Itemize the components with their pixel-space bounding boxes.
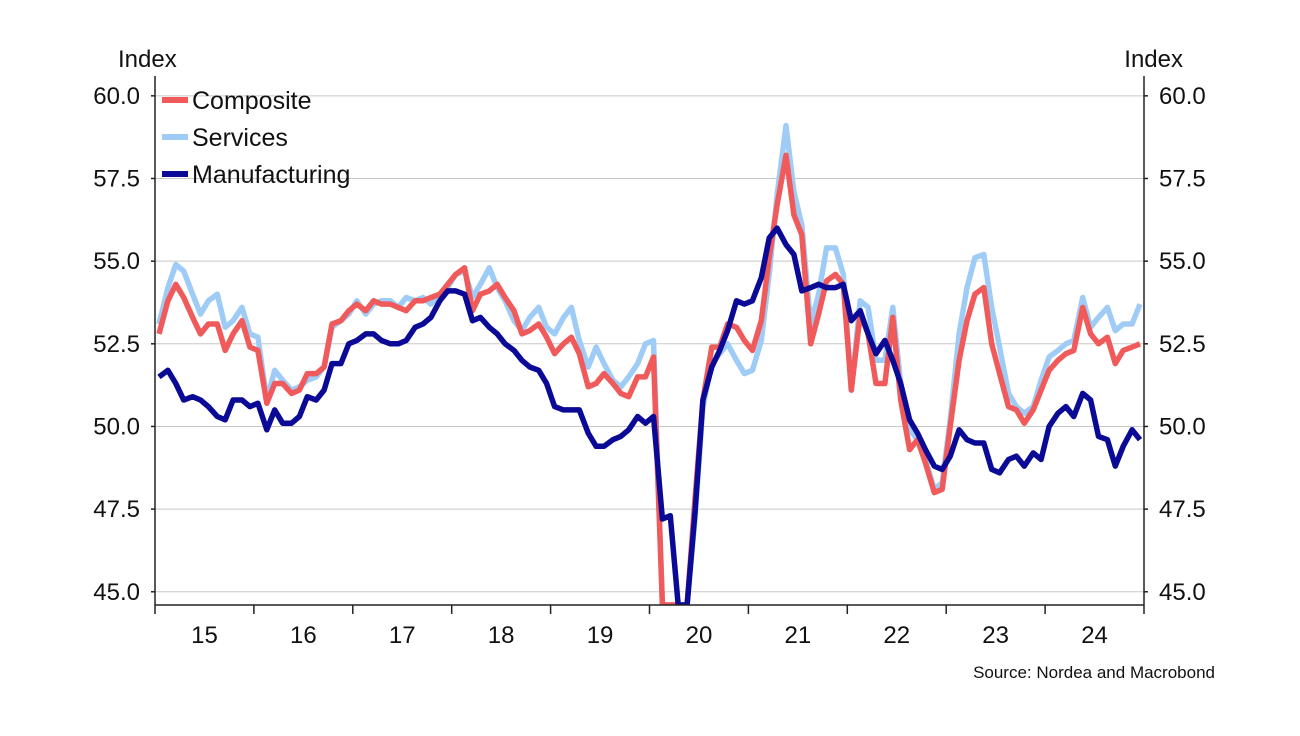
ticks: 45.0 45.0 47.5 47.5 50.0 50.0 52.5 52.5 55.0 55.0… — [93, 83, 1205, 649]
y-tick-label-right: 60.0 — [1159, 83, 1206, 110]
x-tick-label: 23 — [982, 622, 1009, 649]
source-note: Source: Nordea and Macrobond — [973, 663, 1215, 682]
x-tick-label: 16 — [290, 622, 317, 649]
legend: Composite Services Manufacturing — [162, 87, 350, 189]
y-tick-label-right: 47.5 — [1159, 496, 1206, 523]
x-tick-label: 22 — [883, 622, 910, 649]
y-tick-label-left: 60.0 — [93, 83, 140, 110]
y-tick-label-left: 45.0 — [93, 579, 140, 606]
left-axis-unit-label: Index — [118, 46, 177, 73]
grid-lines — [155, 95, 1144, 593]
y-tick-label-right: 50.0 — [1159, 413, 1206, 440]
legend-label-composite: Composite — [192, 87, 312, 115]
x-tick-label: 20 — [686, 622, 713, 649]
y-tick-label-left: 52.5 — [93, 331, 140, 358]
y-tick-label-left: 47.5 — [93, 496, 140, 523]
legend-label-services: Services — [192, 124, 288, 152]
x-tick-label: 17 — [389, 622, 416, 649]
series-line-manufacturing — [157, 225, 1143, 605]
y-tick-label-right: 45.0 — [1159, 579, 1206, 606]
series-lines — [156, 122, 1143, 605]
series-line-composite — [156, 152, 1142, 605]
y-tick-label-right: 55.0 — [1159, 248, 1206, 275]
y-tick-label-left: 57.5 — [93, 165, 140, 192]
legend-label-manufacturing: Manufacturing — [192, 161, 350, 189]
x-tick-label: 19 — [587, 622, 614, 649]
y-tick-label-left: 55.0 — [93, 248, 140, 275]
x-tick-label: 21 — [784, 622, 811, 649]
x-tick-label: 18 — [488, 622, 515, 649]
y-tick-label-right: 52.5 — [1159, 331, 1206, 358]
x-tick-label: 24 — [1081, 622, 1108, 649]
right-axis-unit-label: Index — [1124, 46, 1183, 73]
x-tick-label: 15 — [191, 622, 218, 649]
y-tick-label-left: 50.0 — [93, 413, 140, 440]
y-tick-label-right: 57.5 — [1159, 165, 1206, 192]
